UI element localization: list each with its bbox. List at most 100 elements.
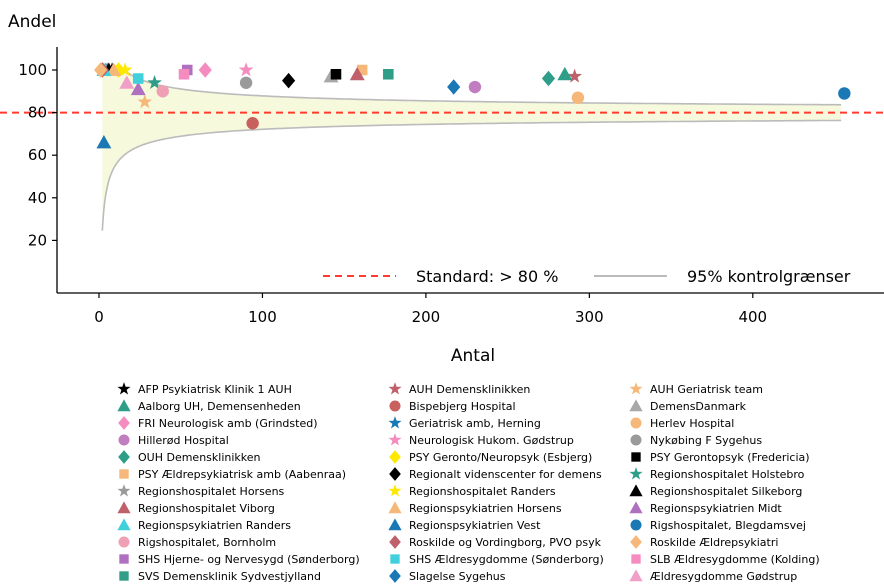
data-point-30 xyxy=(94,62,108,78)
legend-marker-26 xyxy=(388,518,402,531)
legend-entry-26: Regionspsykiatrien Vest xyxy=(388,518,541,532)
legend-entry-7: FRI Neurologisk amb (Grindsted) xyxy=(118,416,317,430)
legend-label-12: Nykøbing F Sygehus xyxy=(650,434,762,447)
legend-marker-8 xyxy=(388,416,402,429)
data-point-33 xyxy=(178,68,190,80)
legend: AFP Psykiatrisk Klinik 1 AUH AUH Demenskl… xyxy=(117,382,820,583)
legend-marker-4 xyxy=(117,399,131,412)
legend-label-19: Regionshospitalet Horsens xyxy=(138,485,285,498)
legend-entry-10: Hillerød Hospital xyxy=(118,434,229,447)
upper-control-limit xyxy=(102,69,842,106)
legend-label-32: SHS Ældresygdomme (Sønderborg) xyxy=(409,553,604,566)
data-point-32 xyxy=(132,73,144,84)
legend-entry-8: Geriatrisk amb, Herning xyxy=(388,416,541,430)
legend-marker-17 xyxy=(389,467,401,481)
legend-marker-32 xyxy=(390,554,400,564)
legend-marker-27 xyxy=(630,519,642,531)
data-point-4 xyxy=(557,66,573,81)
legend-label-35: Slagelse Sygehus xyxy=(409,570,506,583)
data-point-17 xyxy=(282,72,296,89)
x-axis-title: Antal xyxy=(451,346,495,366)
x-tick-label-300: 300 xyxy=(575,308,604,326)
legend-entry-16: PSY Ældrepsykiatrisk amb (Aabenraa) xyxy=(119,468,346,481)
legend-entry-24: Regionspsykiatrien Midt xyxy=(629,501,782,515)
data-point-18 xyxy=(147,75,162,90)
data-point-3 xyxy=(137,94,153,109)
legend-entry-13: OUH Demensklinikken xyxy=(118,450,261,464)
legend-entry-32: SHS Ældresygdomme (Sønderborg) xyxy=(390,553,604,566)
legend-label-13: OUH Demensklinikken xyxy=(138,451,261,464)
legend-label-33: SLB Ældresygdomme (Kolding) xyxy=(650,553,820,566)
legend-marker-30 xyxy=(630,535,642,549)
legend-label-8: Geriatrisk amb, Herning xyxy=(409,417,541,430)
legend-label-7: FRI Neurologisk amb (Grindsted) xyxy=(138,417,317,430)
legend-entry-4: Aalborg UH, Demensenheden xyxy=(117,399,301,413)
y-tick-label-40: 40 xyxy=(28,189,47,207)
legend-entry-6: DemensDanmark xyxy=(629,399,747,413)
data-point-7 xyxy=(198,62,212,78)
y-tick-label-100: 100 xyxy=(18,61,47,79)
legend-marker-25 xyxy=(117,518,131,531)
legend-entry-19: Regionshospitalet Horsens xyxy=(117,484,285,498)
legend-entry-27: Rigshospitalet, Blegdamsvej xyxy=(630,519,806,532)
legend-label-26: Regionspsykiatrien Vest xyxy=(409,519,541,532)
legend-entry-9: Herlev Hospital xyxy=(630,417,734,430)
legend-label-5: Bispebjerg Hospital xyxy=(409,400,516,413)
legend-label-24: Regionspsykiatrien Midt xyxy=(650,502,782,515)
legend-entry-23: Regionspsykiatrien Horsens xyxy=(388,501,562,515)
data-point-22 xyxy=(349,66,365,81)
legend-entry-33: SLB Ældresygdomme (Kolding) xyxy=(631,553,820,566)
legend-marker-16 xyxy=(119,469,129,479)
axes: 20 40 60 80 100 0 100 200 300 400 xyxy=(18,47,884,326)
legend-entry-20: Regionshospitalet Randers xyxy=(388,484,556,498)
legend-entry-1: AFP Psykiatrisk Klinik 1 AUH xyxy=(117,382,292,396)
legend-label-31: SHS Hjerne- og Nervesygd (Sønderborg) xyxy=(138,553,360,566)
legend-marker-24 xyxy=(629,501,643,514)
legend-label-30: Roskilde Ældrepsykiatri xyxy=(650,536,778,549)
legend-label-18: Regionshospitalet Holstebro xyxy=(650,468,805,481)
legend-marker-34 xyxy=(119,571,129,581)
x-tick-label-0: 0 xyxy=(94,308,104,326)
legend-marker-29 xyxy=(389,535,401,549)
data-point-23 xyxy=(106,62,122,76)
legend-marker-13 xyxy=(118,450,130,464)
data-point-12 xyxy=(239,76,253,89)
legend-marker-22 xyxy=(117,501,131,514)
data-point-5 xyxy=(246,117,259,130)
legend-label-3: AUH Geriatrisk team xyxy=(650,383,763,396)
legend-marker-21 xyxy=(629,484,643,497)
legend-label-34: SVS Demensklinik Sydvestjylland xyxy=(138,570,321,583)
legend-marker-1 xyxy=(117,382,131,395)
data-point-26 xyxy=(96,134,112,149)
legend-entry-34: SVS Demensklinik Sydvestjylland xyxy=(119,570,321,583)
data-point-16 xyxy=(356,64,368,76)
legend-label-11: Neurologisk Hukom. Gødstrup xyxy=(409,434,574,447)
legend-label-22: Regionshospitalet Viborg xyxy=(138,502,275,515)
data-point-2 xyxy=(567,68,583,83)
control-band-fill xyxy=(102,70,842,231)
legend-marker-7 xyxy=(118,416,130,430)
legend-entry-3: AUH Geriatrisk team xyxy=(629,382,763,396)
legend-entry-18: Regionshospitalet Holstebro xyxy=(629,467,805,481)
standard-legend-label: Standard: > 80 % xyxy=(416,267,558,286)
legend-entry-35: Slagelse Sygehus xyxy=(389,569,506,583)
data-point-10 xyxy=(468,80,482,94)
legend-entry-25: Regionspsykiatrien Randers xyxy=(117,518,291,532)
legend-marker-23 xyxy=(388,501,402,514)
data-point-24 xyxy=(130,81,146,96)
legend-entry-14: PSY Geronto/Neuropsyk (Esbjerg) xyxy=(389,450,592,464)
legend-entry-11: Neurologisk Hukom. Gødstrup xyxy=(388,433,574,447)
control-limit-band xyxy=(101,69,842,231)
legend-label-28: Rigshospitalet, Bornholm xyxy=(138,536,276,549)
legend-marker-18 xyxy=(629,467,643,480)
legend-label-14: PSY Geronto/Neuropsyk (Esbjerg) xyxy=(409,451,592,464)
data-point-28 xyxy=(156,85,169,98)
data-point-11 xyxy=(238,62,254,77)
legend-label-20: Regionshospitalet Randers xyxy=(409,485,556,498)
legend-entry-12: Nykøbing F Sygehus xyxy=(630,434,762,447)
legend-marker-12 xyxy=(630,434,642,446)
legend-marker-15 xyxy=(631,452,641,462)
legend-entry-36: Ældresygdomme Gødstrup xyxy=(629,569,797,583)
legend-label-6: DemensDanmark xyxy=(650,400,747,413)
legend-entry-17: Regionalt videnscenter for demens xyxy=(389,467,602,481)
